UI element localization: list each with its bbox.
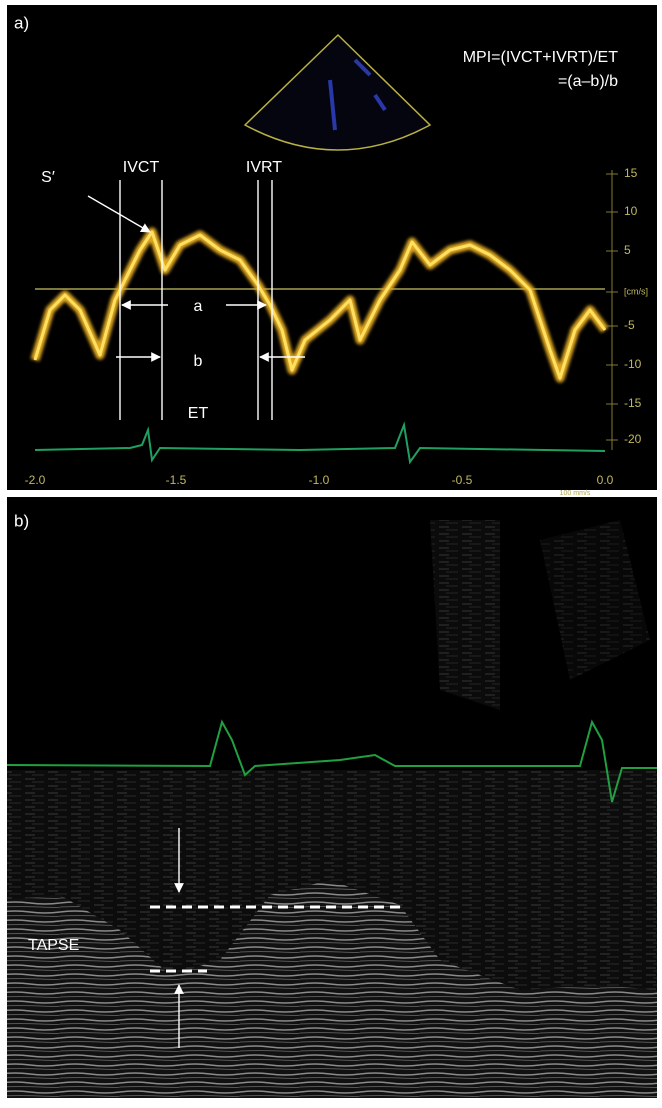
time-scale-label: -1.5	[166, 473, 187, 487]
velocity-scale-label: [cm/s]	[624, 286, 648, 296]
panel-label: a)	[14, 13, 29, 32]
velocity-scale-label: -10	[624, 357, 642, 371]
time-scale-label: -0.5	[452, 473, 473, 487]
sector-image	[540, 520, 650, 680]
doppler-waveform-core	[33, 230, 607, 380]
formula: =(a–b)/b	[558, 73, 618, 90]
formula: MPI=(IVCT+IVRT)/ET	[463, 49, 619, 66]
velocity-scale-label: 5	[624, 243, 631, 257]
velocity-scale-label: -5	[624, 318, 635, 332]
time-scale-label: -1.0	[309, 473, 330, 487]
color-doppler	[328, 58, 387, 131]
annotation: IVRT	[246, 159, 282, 176]
velocity-scale-label: 10	[624, 204, 638, 218]
annotation: TAPSE	[28, 937, 79, 954]
arrow	[87, 195, 151, 233]
annotation: b	[194, 353, 203, 370]
ecg-trace	[34, 421, 606, 465]
velocity-scale-label: -15	[624, 396, 642, 410]
annotation: S′	[41, 169, 55, 186]
time-scale-label: -2.0	[25, 473, 46, 487]
interval-lines	[119, 180, 273, 420]
sector-image	[430, 520, 500, 710]
panel-label: b)	[14, 511, 29, 530]
velocity-scale-label: -20	[624, 432, 642, 446]
annotation: IVCT	[123, 159, 160, 176]
arrows-a	[87, 195, 305, 362]
velocity-scale-label: 15	[624, 166, 638, 180]
mmode-tissue	[7, 880, 657, 1098]
annotation: ET	[188, 405, 209, 422]
sector-image	[243, 33, 432, 151]
time-scale-label: 0.0	[597, 473, 614, 487]
tapse-lines	[150, 905, 400, 973]
ecg-trace	[6, 719, 657, 803]
annotation: a	[194, 298, 203, 315]
sweep-speed: 100 mm/s	[560, 490, 591, 497]
